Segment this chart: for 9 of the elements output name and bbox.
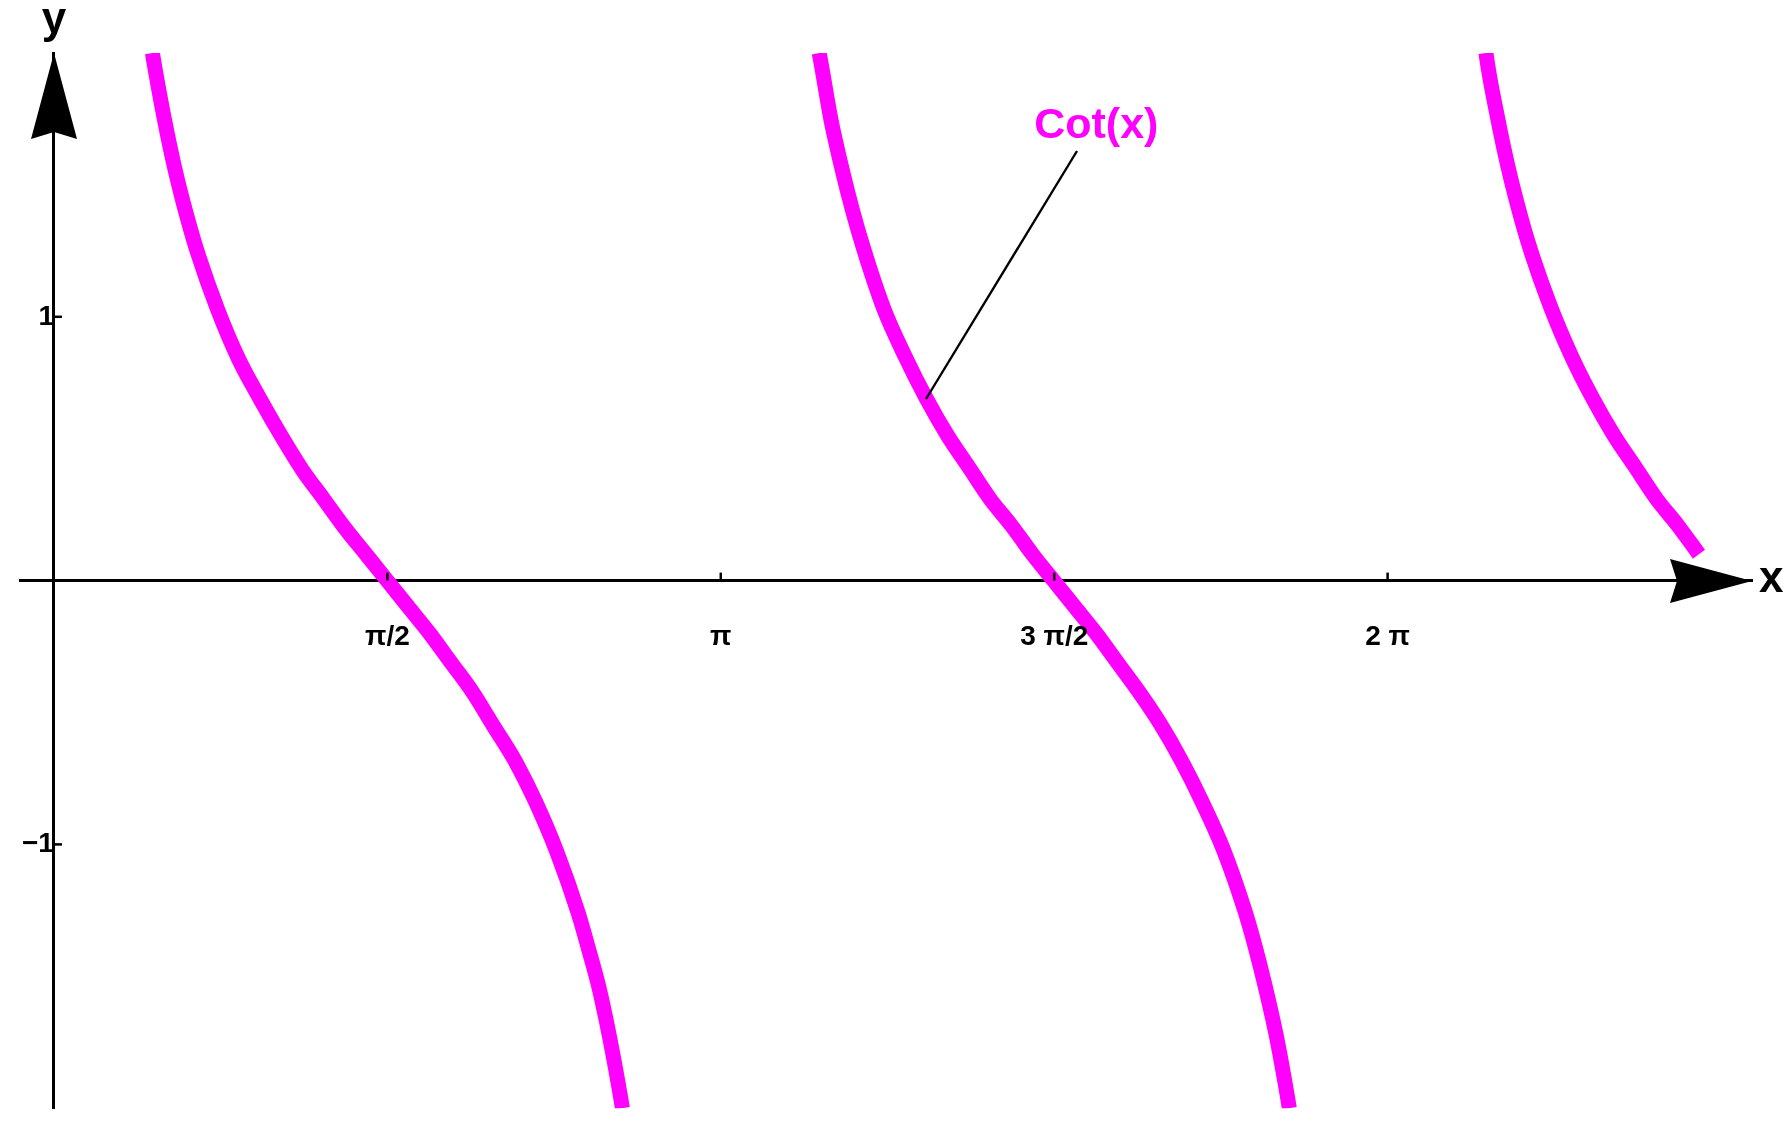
- x-tick-label: 3 π/2: [1020, 620, 1089, 652]
- y-tick-label: 1: [38, 299, 54, 331]
- x-tick-label: π/2: [364, 620, 410, 652]
- x-axis-title: x: [1759, 551, 1784, 601]
- y-tick-label: −1: [22, 827, 54, 859]
- x-tick-label: 2 π: [1365, 620, 1410, 652]
- annotation: Cot(x): [1034, 99, 1159, 148]
- x-tick-label: π: [710, 620, 732, 652]
- y-axis-title: y: [41, 0, 67, 42]
